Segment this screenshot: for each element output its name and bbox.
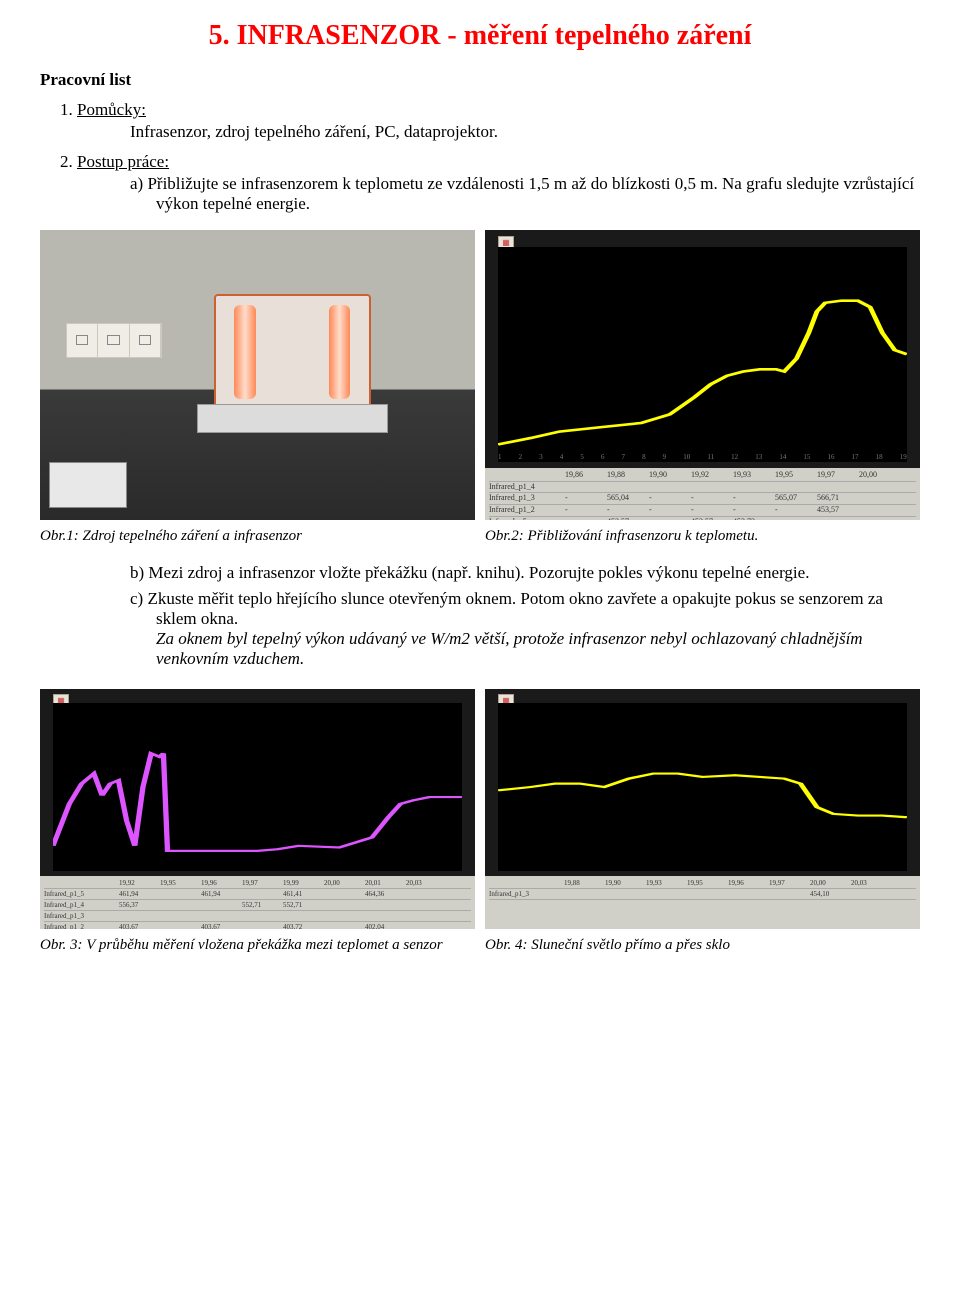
figure-3-chart: ▦ 19,9219,9519,9619,9719,9920,0020,0120,… (40, 689, 475, 929)
section-label: Pracovní list (40, 70, 920, 90)
sensor-box (49, 462, 127, 508)
figure-2-chart: ▦ 12345678910111213141516171819 19,8619,… (485, 230, 920, 520)
step-a: a) Přibližujte se infrasenzorem k teplom… (130, 174, 920, 214)
page-title: 5. INFRASENZOR - měření tepelného záření (40, 20, 920, 52)
chart-2-plot (498, 247, 907, 462)
step-c: c) Zkuste měřit teplo hřejícího slunce o… (130, 589, 920, 669)
item-2-heading: 2. Postup práce: (60, 152, 920, 172)
caption-1: Obr.1: Zdroj tepelného záření a infrasen… (40, 528, 475, 545)
item-1-body: Infrasenzor, zdroj tepelného záření, PC,… (130, 122, 920, 142)
figure-1-photo (40, 230, 475, 520)
heater-device (214, 294, 371, 410)
chart-3-plot (53, 703, 462, 871)
chart-2-xaxis: 12345678910111213141516171819 (498, 453, 907, 465)
step-c-italic: Za oknem byl tepelný výkon udávaný ve W/… (156, 629, 863, 668)
step-b: b) Mezi zdroj a infrasenzor vložte překá… (130, 563, 920, 583)
figure-4-chart: ▦ 19,8819,9019,9319,9519,9619,9720,0020,… (485, 689, 920, 929)
item-1-label: Pomůcky: (77, 100, 146, 119)
chart-3-table: 19,9219,9519,9619,9719,9920,0020,0120,03… (40, 876, 475, 929)
chart-2-table: 19,8619,8819,9019,9219,9319,9519,9720,00… (485, 468, 920, 520)
item-1-heading: 1. Pomůcky: (60, 100, 920, 120)
heater-base (197, 404, 388, 433)
caption-3: Obr. 3: V průběhu měření vložena překážk… (40, 937, 475, 954)
chart-4-plot (498, 703, 907, 871)
caption-4: Obr. 4: Sluneční světlo přímo a přes skl… (485, 937, 920, 954)
caption-2: Obr.2: Přibližování infrasenzoru k teplo… (485, 528, 920, 545)
wall-sockets (66, 323, 162, 358)
chart-4-table: 19,8819,9019,9319,9519,9619,9720,0020,03… (485, 876, 920, 929)
item-2-label: Postup práce: (77, 152, 169, 171)
